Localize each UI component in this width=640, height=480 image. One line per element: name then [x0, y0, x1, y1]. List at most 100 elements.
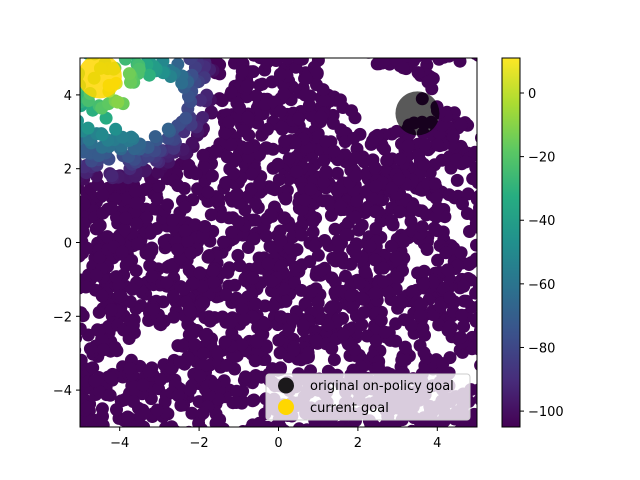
- scatter-point: [80, 322, 87, 336]
- scatter-point: [110, 403, 123, 417]
- y-tick-label: 2: [64, 163, 72, 178]
- y-axis: −4 −2 0 2 4: [53, 89, 80, 399]
- scatter-point: [377, 58, 390, 69]
- scatter-point: [145, 269, 159, 283]
- scatter-point: [420, 243, 434, 256]
- scatter-point: [111, 95, 125, 109]
- scatter-point: [254, 370, 268, 384]
- scatter-point: [319, 135, 333, 149]
- colorbar-ticks: 0 −20 −40 −60 −80 −100: [520, 87, 564, 420]
- scatter-point: [292, 112, 306, 126]
- scatter-point: [222, 115, 236, 129]
- scatter-point: [243, 428, 256, 441]
- scatter-point: [417, 346, 431, 360]
- colorbar-tick-label: −40: [528, 214, 555, 229]
- scatter-point: [240, 79, 254, 93]
- scatter-point: [389, 250, 403, 264]
- scatter-point: [196, 148, 210, 162]
- scatter-point: [146, 303, 160, 316]
- scatter-point: [279, 424, 290, 427]
- scatter-point: [469, 339, 477, 353]
- scatter-point: [453, 58, 467, 68]
- scatter-point: [257, 317, 271, 331]
- scatter-point: [386, 218, 400, 232]
- scatter-point: [443, 320, 457, 334]
- scatter-point: [255, 77, 269, 91]
- scatter-point: [368, 160, 382, 174]
- scatter-point: [419, 208, 433, 222]
- scatter-point: [428, 177, 442, 191]
- scatter-point: [197, 347, 210, 361]
- scatter-point: [294, 283, 308, 297]
- scatter-point: [213, 413, 227, 427]
- scatter-point: [299, 72, 313, 86]
- scatter-point: [249, 297, 262, 311]
- scatter-point: [436, 357, 450, 371]
- scatter-point: [246, 394, 260, 408]
- scatter-point: [349, 169, 363, 183]
- scatter-point: [273, 67, 287, 81]
- scatter-point: [126, 318, 140, 332]
- scatter-point: [395, 353, 409, 367]
- scatter-point: [472, 58, 477, 62]
- scatter-point: [457, 279, 471, 293]
- scatter-point: [288, 136, 302, 150]
- scatter-point: [407, 424, 417, 427]
- scatter-point: [197, 359, 211, 372]
- scatter-point: [328, 222, 342, 236]
- scatter-point: [316, 83, 330, 97]
- scatter-point: [104, 303, 118, 317]
- scatter-point: [411, 66, 425, 80]
- scatter-point: [478, 423, 491, 436]
- scatter-point: [475, 175, 477, 184]
- scatter-point: [80, 424, 81, 427]
- scatter-point: [123, 295, 137, 309]
- scatter-point: [431, 201, 445, 215]
- scatter-point: [221, 266, 235, 279]
- scatter-point: [369, 179, 383, 193]
- scatter-point: [114, 289, 128, 303]
- scatter-point: [173, 355, 187, 369]
- x-tick-label: 0: [274, 436, 282, 451]
- scatter-point: [103, 388, 117, 402]
- scatter-point: [299, 351, 313, 365]
- scatter-point: [166, 213, 180, 227]
- scatter-point: [393, 205, 407, 219]
- scatter-point: [287, 343, 301, 357]
- scatter-point: [311, 45, 324, 58]
- scatter-point: [283, 241, 297, 255]
- scatter-point: [198, 220, 212, 233]
- scatter-point: [463, 225, 476, 238]
- scatter-point: [193, 369, 207, 383]
- scatter-point: [137, 406, 151, 420]
- scatter-point: [229, 396, 243, 409]
- scatter-point: [228, 350, 242, 363]
- scatter-point: [415, 220, 429, 234]
- scatter-point: [66, 139, 79, 152]
- scatter-point: [219, 426, 225, 427]
- scatter-point: [350, 194, 364, 208]
- scatter-point: [80, 226, 90, 239]
- scatter-point: [274, 259, 288, 273]
- scatter-point: [218, 335, 232, 349]
- scatter-point: [97, 343, 110, 357]
- scatter-point: [215, 94, 229, 108]
- scatter-point: [143, 248, 156, 262]
- scatter-point: [89, 268, 103, 282]
- scatter-point: [324, 208, 338, 222]
- scatter-point: [472, 383, 477, 396]
- scatter-point: [205, 169, 219, 183]
- scatter-point: [469, 161, 477, 175]
- scatter-point: [291, 58, 305, 65]
- scatter-point: [374, 314, 388, 327]
- scatter-point: [241, 241, 255, 254]
- scatter-point: [325, 271, 339, 285]
- scatter-point: [363, 239, 377, 253]
- scatter-point: [345, 104, 358, 118]
- scatter-point: [278, 134, 292, 148]
- scatter-point: [161, 198, 174, 212]
- scatter-point: [274, 234, 288, 247]
- scatter-point: [476, 273, 477, 276]
- scatter-point: [412, 148, 426, 162]
- scatter-point: [153, 317, 167, 331]
